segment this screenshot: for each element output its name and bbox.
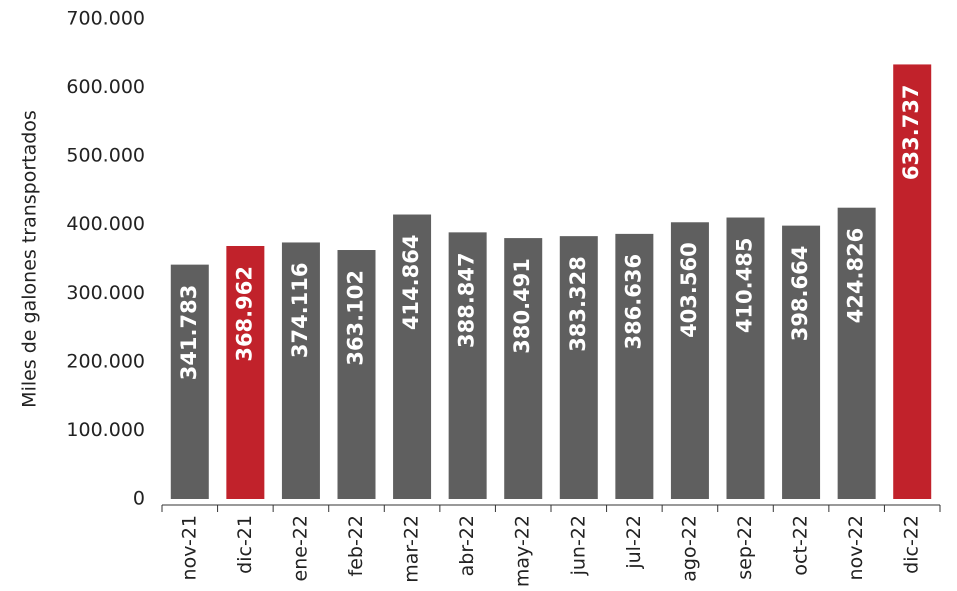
bar	[504, 238, 543, 499]
y-tick-label: 100.000	[66, 419, 145, 441]
value-label: 374.116	[288, 262, 312, 358]
x-tick-label: jul-22	[623, 515, 645, 570]
bar	[448, 232, 487, 499]
bar	[393, 214, 432, 499]
bar	[670, 222, 709, 500]
value-label: 424.826	[844, 228, 868, 324]
bar	[226, 245, 265, 499]
bar	[281, 242, 320, 499]
value-label: 398.664	[788, 246, 812, 342]
value-label: 414.864	[399, 235, 423, 331]
y-tick-label: 500.000	[66, 145, 145, 167]
x-tick-label: mar-22	[401, 515, 423, 583]
x-tick-label: sep-22	[734, 515, 756, 580]
value-label: 368.962	[232, 266, 256, 362]
x-tick-label: nov-22	[845, 515, 867, 580]
bar	[837, 207, 876, 500]
bar	[337, 250, 376, 499]
value-label: 633.737	[899, 84, 923, 180]
x-tick-label: feb-22	[345, 515, 367, 576]
value-label: 388.847	[455, 252, 479, 348]
x-tick-label: ago-22	[678, 515, 700, 582]
y-tick-label: 700.000	[66, 8, 145, 30]
value-label: 380.491	[510, 258, 534, 354]
value-label: 410.485	[733, 238, 757, 334]
y-tick-label: 400.000	[66, 213, 145, 235]
x-tick-label: may-22	[512, 515, 534, 587]
value-label: 403.560	[677, 242, 701, 338]
y-tick-label: 300.000	[66, 282, 145, 304]
bar	[726, 217, 765, 499]
value-label: 341.783	[177, 285, 201, 381]
bar	[782, 225, 821, 499]
y-axis-label: Miles de galones transportados	[19, 110, 41, 408]
x-tick-label: dic-22	[901, 515, 923, 574]
bar	[893, 64, 932, 499]
y-tick-label: 200.000	[66, 350, 145, 372]
x-tick-label: dic-21	[234, 515, 256, 574]
x-tick-label: jun-22	[567, 515, 589, 576]
value-label: 383.328	[566, 256, 590, 352]
bar	[559, 236, 598, 499]
x-tick-label: nov-21	[178, 515, 200, 580]
x-tick-label: abr-22	[456, 515, 478, 576]
bar	[615, 233, 654, 499]
bar	[170, 264, 209, 499]
y-tick-label: 600.000	[66, 76, 145, 98]
value-label: 363.102	[344, 270, 368, 366]
value-label: 386.636	[621, 254, 645, 350]
x-tick-label: ene-22	[289, 515, 311, 581]
x-tick-label: oct-22	[790, 515, 812, 576]
y-tick-label: 0	[133, 488, 145, 510]
